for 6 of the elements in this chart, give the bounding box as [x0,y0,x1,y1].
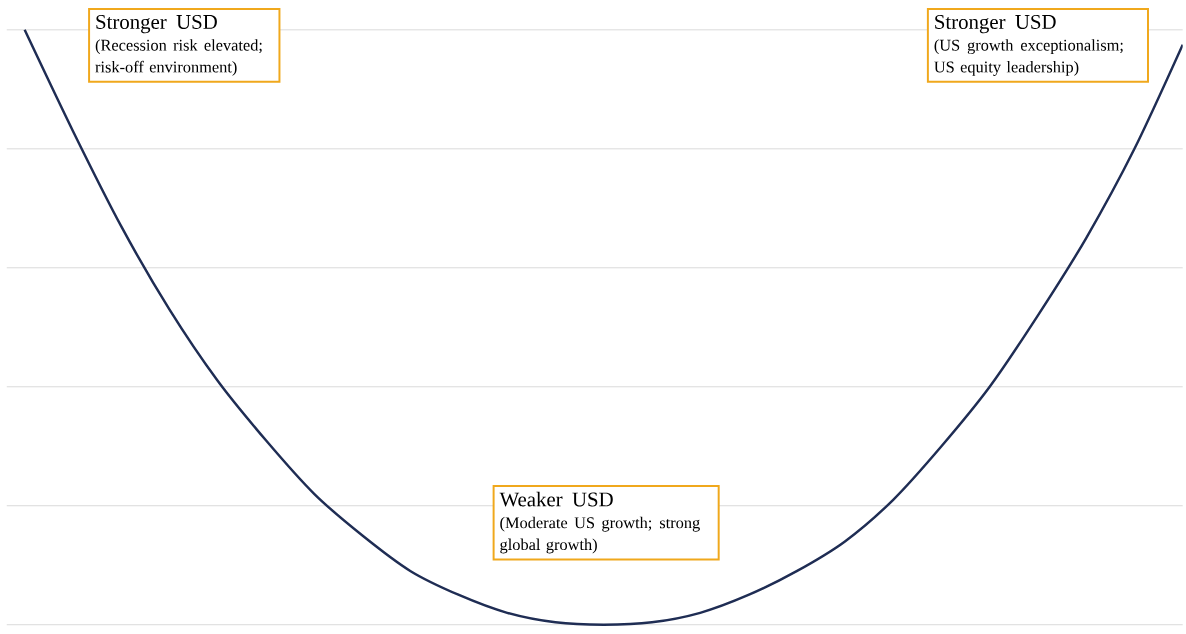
annotation: Stronger USD [935,14,1056,33]
annotation: Stronger USD [96,14,217,33]
annotation: (Moderate US growth; strong global growth) [500,516,700,554]
annotation: (Recession risk elevated; risk-off environment) [95,38,262,76]
annotation: Weaker USD [499,491,613,507]
annotation: (US growth exceptionalism; US equity leadership) [934,38,1123,76]
